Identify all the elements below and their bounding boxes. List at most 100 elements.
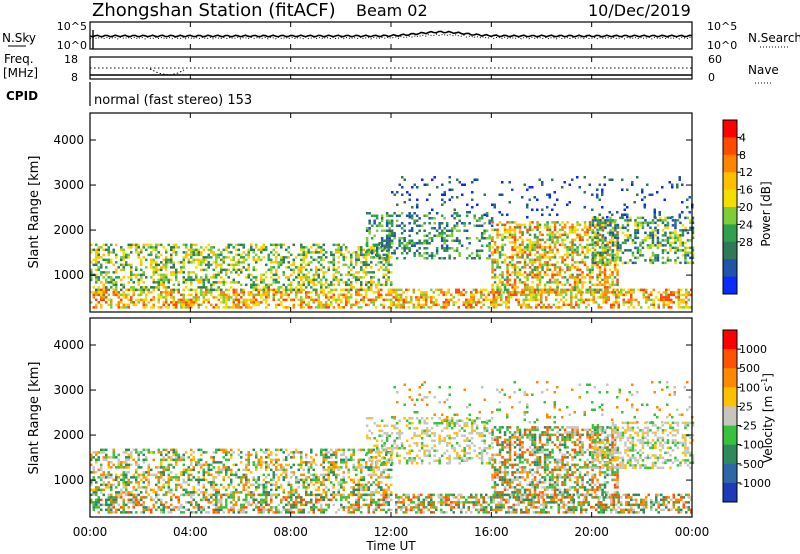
range-gate-cell xyxy=(602,296,605,299)
range-gate-cell xyxy=(385,244,389,247)
range-gate-cell xyxy=(110,243,113,247)
range-gate-cell xyxy=(596,261,600,265)
range-gate-cell xyxy=(192,498,195,502)
range-gate-cell xyxy=(516,246,519,249)
range-gate-cell xyxy=(325,256,328,259)
range-gate-cell xyxy=(160,293,163,297)
range-gate-cell xyxy=(275,243,278,247)
range-gate-cell xyxy=(671,231,675,235)
range-gate-cell xyxy=(650,291,653,294)
range-gate-cell xyxy=(583,233,587,237)
range-gate-cell xyxy=(220,501,223,504)
range-gate-cell xyxy=(521,231,524,234)
range-gate-cell xyxy=(410,298,413,302)
range-gate-cell xyxy=(576,266,579,269)
range-gate-cell xyxy=(300,266,303,269)
range-gate-cell xyxy=(472,501,475,504)
range-gate-cell xyxy=(390,224,394,227)
range-gate-cell xyxy=(222,301,225,304)
range-gate-cell xyxy=(576,233,579,237)
range-gate-cell xyxy=(568,201,571,204)
range-gate-cell xyxy=(408,247,411,250)
range-gate-cell xyxy=(646,183,649,186)
range-gate-cell xyxy=(377,503,380,507)
range-gate-cell xyxy=(601,226,604,229)
range-gate-cell xyxy=(576,281,579,284)
range-gate-cell xyxy=(307,276,310,279)
range-gate-cell xyxy=(347,301,350,304)
range-gate-cell xyxy=(127,246,130,249)
range-gate-cell xyxy=(402,306,405,309)
range-gate-cell xyxy=(167,506,170,509)
range-gate-cell xyxy=(205,291,208,294)
range-gate-cell xyxy=(611,281,614,284)
range-gate-cell xyxy=(672,503,675,507)
range-gate-cell xyxy=(110,298,113,302)
range-gate-cell xyxy=(634,229,637,232)
range-gate-cell xyxy=(410,244,414,247)
range-gate-cell xyxy=(320,281,323,284)
range-gate-cell xyxy=(297,283,300,287)
range-gate-cell xyxy=(440,234,444,237)
range-gate-cell xyxy=(626,188,629,191)
range-gate-cell xyxy=(227,306,230,309)
range-gate-cell xyxy=(385,214,389,217)
range-gate-cell xyxy=(297,511,300,514)
range-gate-cell xyxy=(643,196,646,199)
range-gate-cell xyxy=(105,296,108,299)
range-gate-cell xyxy=(576,273,579,277)
range-gate-cell xyxy=(375,291,378,294)
range-gate-cell xyxy=(212,251,215,254)
range-gate-cell xyxy=(678,178,681,181)
range-gate-cell xyxy=(182,261,185,264)
range-gate-cell xyxy=(548,228,552,232)
range-gate-cell xyxy=(217,298,220,302)
range-gate-cell xyxy=(380,257,384,260)
range-gate-cell xyxy=(597,303,600,307)
range-gate-cell xyxy=(400,306,403,309)
range-gate-cell xyxy=(368,222,371,225)
range-gate-cell xyxy=(467,506,470,509)
range-gate-cell xyxy=(571,251,574,254)
range-gate-cell xyxy=(511,256,514,259)
range-gate-cell xyxy=(566,251,569,254)
range-gate-cell xyxy=(561,256,564,259)
range-gate-cell xyxy=(427,503,430,507)
range-gate-cell xyxy=(277,291,280,294)
range-gate-cell xyxy=(538,233,542,237)
range-gate-cell xyxy=(202,296,205,299)
range-gate-cell xyxy=(649,234,652,237)
range-gate-cell xyxy=(582,508,585,512)
range-gate-cell xyxy=(570,303,573,307)
range-gate-cell xyxy=(310,493,313,497)
range-gate-cell xyxy=(182,278,185,282)
range-gate-cell xyxy=(592,293,595,297)
range-gate-cell xyxy=(335,511,338,514)
range-gate-cell xyxy=(432,291,435,294)
range-gate-cell xyxy=(609,224,612,227)
range-gate-cell xyxy=(611,244,615,247)
range-gate-cell xyxy=(551,276,554,279)
range-gate-cell xyxy=(560,498,563,502)
range-gate-cell xyxy=(92,296,95,299)
range-gate-cell xyxy=(250,503,253,507)
range-gate-cell xyxy=(649,246,652,250)
range-gate-cell xyxy=(503,231,507,234)
range-gate-cell xyxy=(152,273,155,277)
range-gate-cell xyxy=(471,191,474,194)
range-gate-cell xyxy=(435,506,438,509)
range-gate-cell xyxy=(685,296,688,299)
range-gate-cell xyxy=(260,506,263,509)
range-gate-cell xyxy=(370,266,373,269)
range-gate-cell xyxy=(202,301,205,304)
range-gate-cell xyxy=(280,293,283,297)
range-gate-cell xyxy=(110,306,113,309)
range-gate-cell xyxy=(538,226,542,229)
range-gate-cell xyxy=(676,219,680,222)
range-gate-cell xyxy=(591,259,595,262)
range-gate-cell xyxy=(543,246,547,249)
range-gate-cell xyxy=(580,296,583,299)
range-gate-cell xyxy=(691,256,695,260)
range-gate-cell xyxy=(415,219,419,222)
range-gate-cell xyxy=(370,276,373,279)
